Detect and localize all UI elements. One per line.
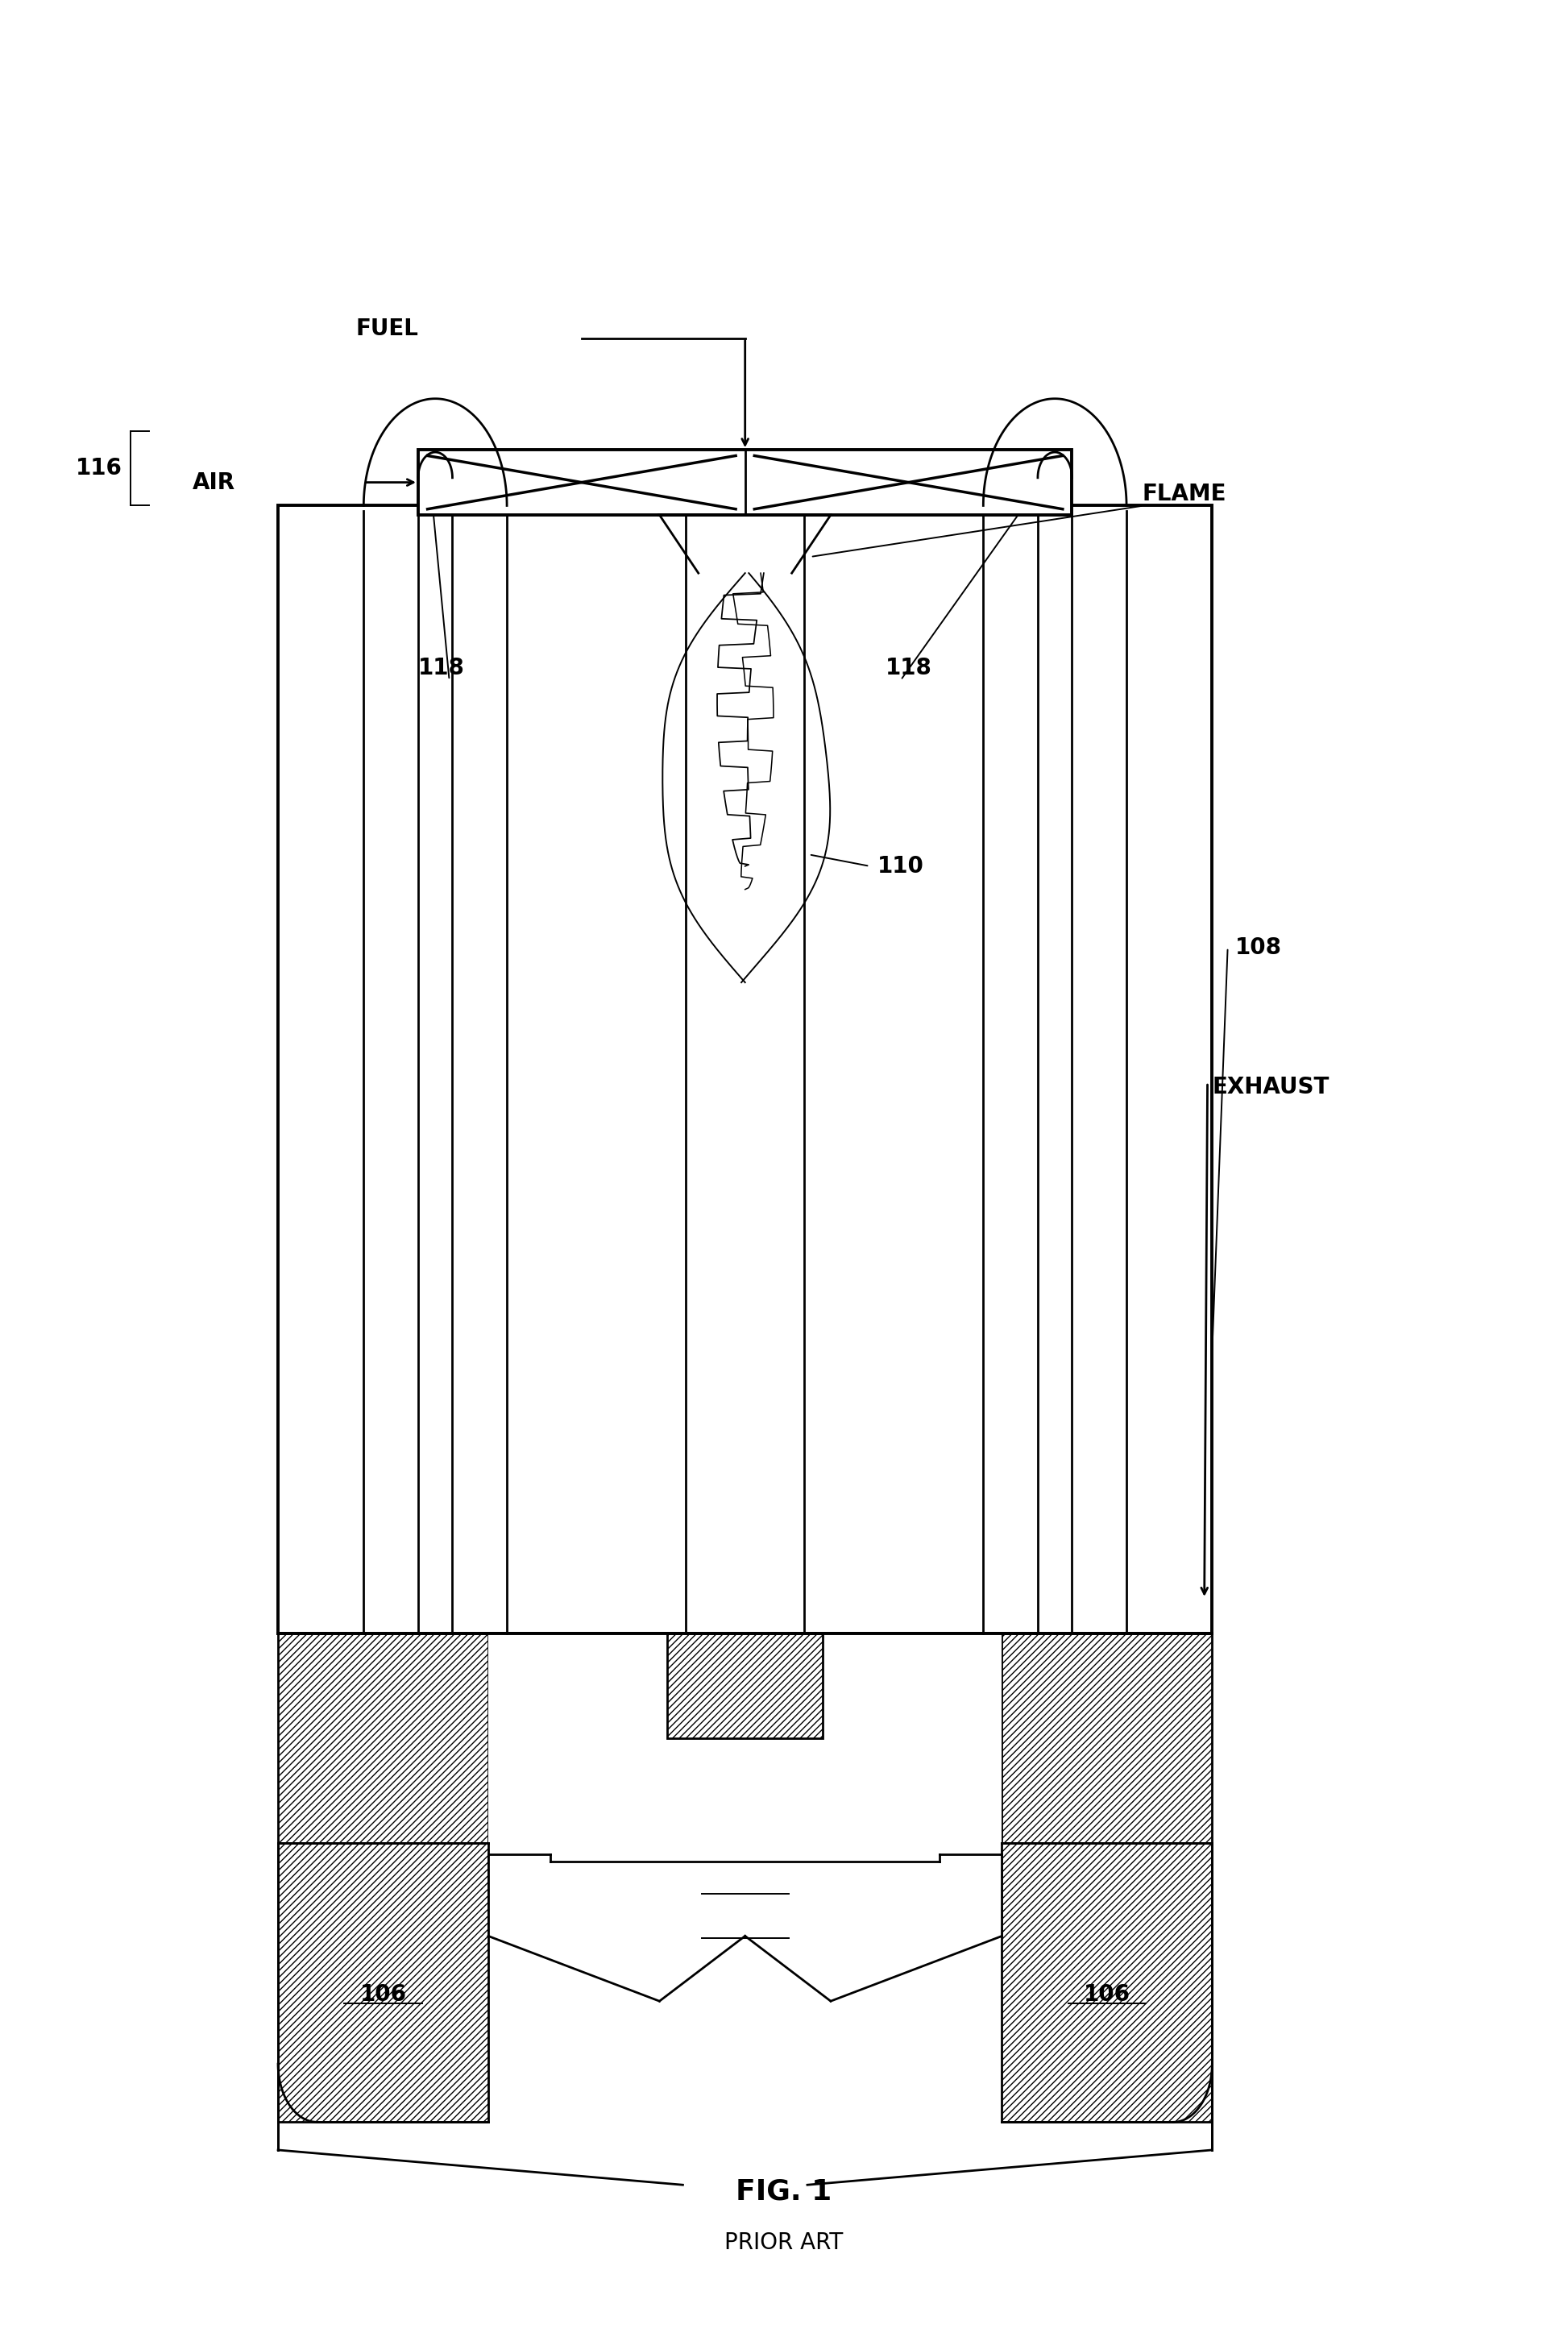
Polygon shape — [488, 1856, 1002, 2000]
Text: 108: 108 — [1236, 937, 1283, 958]
Text: FIG. 1: FIG. 1 — [735, 2178, 833, 2206]
Text: 118: 118 — [419, 657, 464, 680]
Text: 106: 106 — [359, 1982, 406, 2005]
Text: 116: 116 — [75, 458, 122, 479]
Text: 110: 110 — [878, 855, 924, 876]
Bar — [278, 1634, 488, 1844]
Bar — [419, 449, 1073, 514]
Text: 102: 102 — [721, 1877, 768, 1898]
Text: FUEL: FUEL — [356, 318, 419, 341]
Text: PRIOR ART: PRIOR ART — [724, 2232, 844, 2255]
Text: AIR: AIR — [193, 472, 235, 493]
Bar — [823, 1634, 1002, 1844]
Bar — [278, 1844, 488, 2122]
Bar — [488, 1634, 668, 1844]
Text: EXHAUST: EXHAUST — [1212, 1075, 1330, 1098]
Bar — [278, 505, 1212, 1634]
Text: 106: 106 — [1083, 1982, 1131, 2005]
Text: FLAME: FLAME — [1142, 484, 1226, 505]
Bar — [668, 1634, 823, 1739]
Text: 118: 118 — [886, 657, 931, 680]
Bar — [1002, 1844, 1212, 2122]
Bar — [1002, 1634, 1212, 1844]
Text: 104: 104 — [721, 1921, 768, 1942]
